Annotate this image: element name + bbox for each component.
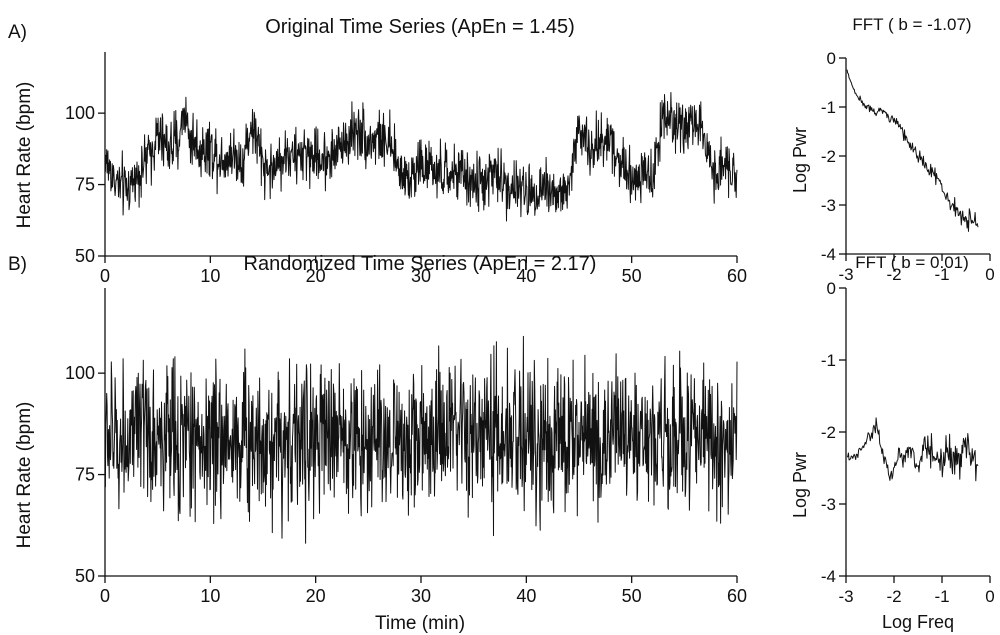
chart-b-time-ytick-label-75: 75 — [75, 465, 95, 485]
chart-a-fft-ytick-label-0: 0 — [827, 49, 836, 68]
chart-b-time-xtick-label-40: 40 — [516, 586, 536, 606]
chart-b-time-ticks — [98, 372, 738, 583]
chart-b-fft-xtick-label-m3: -3 — [838, 587, 853, 606]
chart-a-time: A) Original Time Series (ApEn = 1.45) He… — [8, 16, 747, 286]
chart-a-fft-ylabel: Log Pwr — [790, 127, 810, 193]
chart-a-time-xtick-label-10: 10 — [200, 266, 220, 286]
chart-a-time-ticks — [98, 112, 738, 263]
chart-a-fft-ticks — [839, 57, 991, 261]
chart-a-time-xtick-label-50: 50 — [622, 266, 642, 286]
chart-b-time-ytick-label-50: 50 — [75, 566, 95, 586]
panel-label-a: A) — [8, 22, 27, 43]
chart-b-fft-title: FFT ( b = 0.01) — [855, 253, 969, 272]
chart-a-time-title: Original Time Series (ApEn = 1.45) — [265, 16, 575, 38]
chart-b-time-xlabel: Time (min) — [375, 613, 465, 634]
chart-a-time-ytick-label-50: 50 — [75, 246, 95, 266]
chart-b-time-xtick-label-60: 60 — [727, 586, 747, 606]
chart-b-fft: FFT ( b = 0.01) Log Pwr Log Freq -3 -2 -… — [790, 253, 995, 632]
chart-b-time-xtick-label-30: 30 — [411, 586, 431, 606]
chart-a-time-xtick-label-40: 40 — [516, 266, 536, 286]
chart-b-fft-ylabel: Log Pwr — [790, 452, 810, 518]
chart-b-fft-ytick-label-0: 0 — [827, 279, 836, 298]
chart-b-time: B) Randomized Time Series (ApEn = 2.17) … — [8, 253, 747, 634]
chart-a-time-ytick-label-100: 100 — [65, 103, 95, 123]
chart-a-fft-ytick-label-m3: -3 — [821, 196, 836, 215]
chart-a-time-ytick-label-75: 75 — [75, 175, 95, 195]
chart-b-fft-series-line — [846, 417, 979, 482]
chart-a-fft-title: FFT ( b = -1.07) — [852, 15, 971, 34]
chart-b-fft-ytick-label-m3: -3 — [821, 495, 836, 514]
panel-label-b: B) — [8, 254, 27, 275]
chart-b-time-xtick-label-0: 0 — [100, 586, 110, 606]
chart-a-time-xtick-label-30: 30 — [411, 266, 431, 286]
chart-a-time-series-line — [104, 92, 738, 222]
chart-a-fft-xtick-label-m1: -1 — [934, 265, 949, 284]
chart-a-fft-xtick-label-m2: -2 — [886, 265, 901, 284]
chart-a-fft-ytick-label-m4: -4 — [821, 245, 836, 264]
chart-a-fft-xtick-label-0: 0 — [985, 265, 994, 284]
chart-a-fft-ytick-label-m1: -1 — [821, 98, 836, 117]
chart-b-time-ylabel: Heart Rate (bpm) — [14, 402, 35, 549]
chart-b-fft-ytick-label-m2: -2 — [821, 423, 836, 442]
chart-b-time-xtick-label-50: 50 — [622, 586, 642, 606]
chart-a-fft-xtick-label-m3: -3 — [838, 265, 853, 284]
chart-b-time-ytick-label-100: 100 — [65, 363, 95, 383]
chart-a-time-tick-labels: 0 10 20 30 40 50 60 50 75 100 — [65, 103, 747, 286]
chart-a-time-xtick-label-0: 0 — [100, 266, 110, 286]
chart-a-time-ylabel: Heart Rate (bpm) — [14, 82, 35, 229]
chart-a-time-xtick-label-60: 60 — [727, 266, 747, 286]
chart-b-fft-ticks — [839, 287, 991, 583]
chart-a-fft-ytick-label-m2: -2 — [821, 147, 836, 166]
chart-b-fft-xlabel: Log Freq — [882, 612, 954, 632]
chart-b-fft-ytick-label-m1: -1 — [821, 351, 836, 370]
chart-b-time-title: Randomized Time Series (ApEn = 2.17) — [244, 253, 597, 275]
chart-b-time-xtick-label-20: 20 — [306, 586, 326, 606]
chart-a-fft-series-line — [846, 69, 979, 232]
chart-b-time-tick-labels: 0 10 20 30 40 50 60 50 75 100 — [65, 363, 747, 606]
chart-b-fft-tick-labels: -3 -2 -1 0 -4 -3 -2 -1 0 — [821, 279, 995, 606]
chart-a-time-xtick-label-20: 20 — [306, 266, 326, 286]
chart-b-fft-ytick-label-m4: -4 — [821, 567, 836, 586]
chart-a-fft-tick-labels: -3 -2 -1 0 -4 -3 -2 -1 0 — [821, 49, 995, 284]
chart-b-time-series-line — [104, 335, 738, 544]
chart-b-fft-xtick-label-m2: -2 — [886, 587, 901, 606]
chart-b-time-xtick-label-10: 10 — [200, 586, 220, 606]
chart-b-fft-xtick-label-0: 0 — [985, 587, 994, 606]
chart-a-fft: FFT ( b = -1.07) Log Pwr -3 -2 -1 0 -4 -… — [790, 15, 995, 284]
chart-b-fft-xtick-label-m1: -1 — [934, 587, 949, 606]
